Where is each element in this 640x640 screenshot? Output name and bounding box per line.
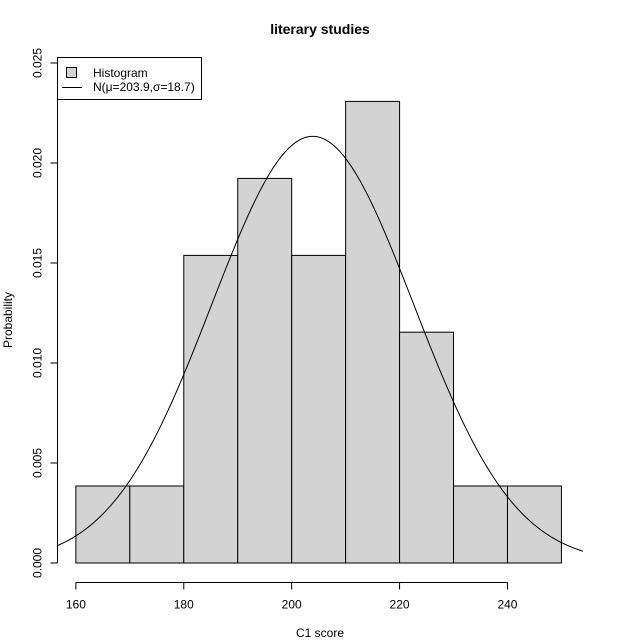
histogram-bar-4 [291,254,347,564]
histogram-bar-0 [75,485,131,564]
histogram-bar-1 [129,485,185,564]
histogram-bar-3 [237,177,293,564]
y-tick-label-4: 0.020 [31,148,45,178]
y-tick-label-5: 0.025 [31,48,45,78]
legend-histogram-swatch [66,67,77,78]
x-tick-label-2: 200 [282,598,302,612]
normal-curve-line [56,135,584,552]
x-axis: 160 180 200 220 240 [66,582,518,612]
histogram-bar-7 [453,485,508,564]
legend-box [57,57,202,100]
x-tick-label-4: 240 [497,598,517,612]
y-tick-label-1: 0.005 [31,448,45,478]
histogram-bar-6 [399,331,455,564]
legend: Histogram N(μ=203.9,σ=18.7) [57,57,202,100]
x-tick-label-3: 220 [390,598,410,612]
legend-curve-label: N(μ=203.9,σ=18.7) [93,80,195,94]
y-axis: 0.000 0.005 0.010 0.015 0.020 0.025 [31,48,58,578]
normal-curve-layer [56,135,584,552]
y-tick-label-3: 0.015 [31,248,45,278]
y-tick-label-2: 0.010 [31,348,45,378]
y-tick-label-0: 0.000 [31,548,45,578]
histogram-bars [75,100,562,564]
y-axis-label: Probability [1,292,15,348]
legend-histogram-label: Histogram [93,66,148,80]
histogram-bar-2 [183,254,239,564]
chart-title: literary studies [270,21,370,37]
x-tick-label-1: 180 [174,598,194,612]
x-tick-label-0: 160 [66,598,86,612]
histogram-bar-5 [345,100,401,564]
x-axis-label: C1 score [296,626,344,640]
